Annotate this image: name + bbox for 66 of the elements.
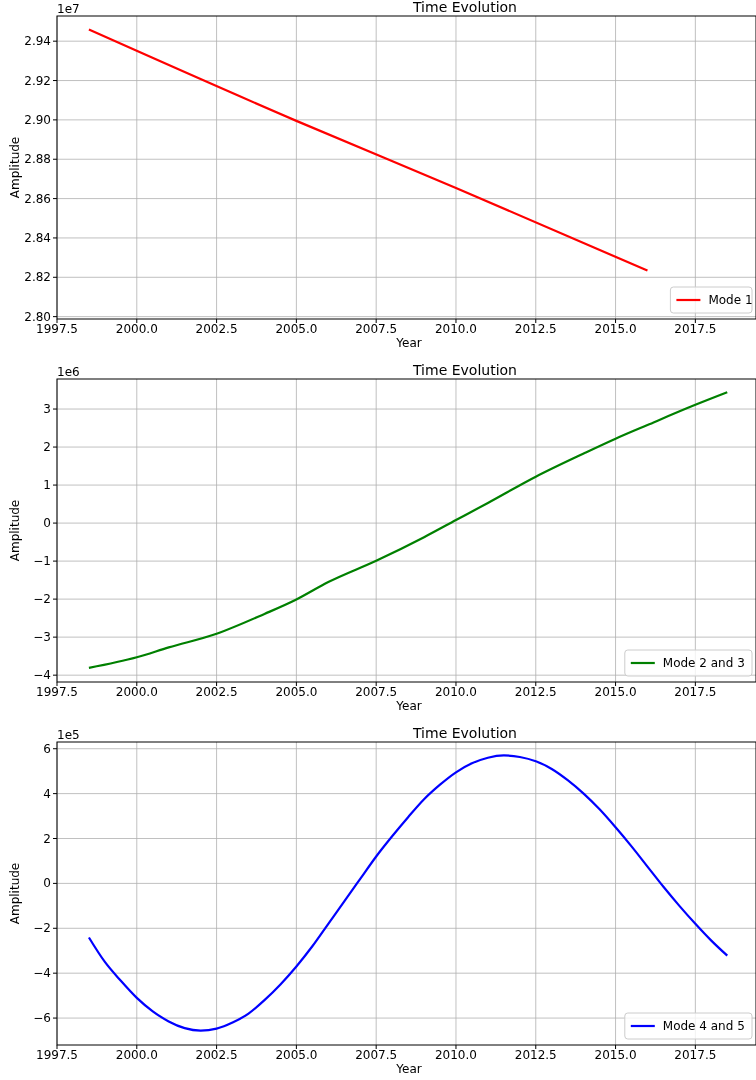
y-tick-label: −4 (33, 668, 51, 683)
y-axis-title: Amplitude (8, 862, 22, 925)
x-tick-label: 2002.5 (195, 685, 238, 699)
y-tick-label: 3 (43, 402, 51, 417)
y-tick-label: 2.88 (24, 152, 51, 167)
y-tick-label: −3 (33, 630, 51, 645)
y-tick-label: 2.90 (24, 112, 51, 127)
y-tick-label: 0 (43, 876, 51, 891)
legend-label: Mode 1 (708, 293, 753, 307)
x-tick-label: 2007.5 (355, 322, 398, 336)
x-tick-label: 2010.0 (434, 1048, 477, 1062)
y-axis-title: Amplitude (8, 499, 22, 562)
y-tick-label: 6 (43, 741, 51, 756)
chart-title: Time Evolution (412, 725, 517, 741)
x-tick-label: 2002.5 (195, 1048, 238, 1062)
x-axis-title: Year (395, 699, 422, 713)
x-tick-label: 2007.5 (355, 685, 398, 699)
chart-title: Time Evolution (412, 362, 517, 378)
x-tick-label: 2005.0 (275, 322, 318, 336)
x-tick-label: 2000.0 (115, 1048, 158, 1062)
x-tick-label: 2005.0 (275, 1048, 318, 1062)
y-tick-label: 2 (43, 440, 51, 455)
x-tick-label: 2010.0 (434, 322, 477, 336)
chart-title: Time Evolution (412, 0, 517, 15)
x-tick-label: 2015.0 (594, 685, 637, 699)
x-tick-label: 1997.5 (36, 322, 78, 336)
y-tick-label: 2.82 (24, 270, 51, 285)
legend-label: Mode 2 and 3 (662, 656, 745, 670)
y-tick-label: −1 (33, 554, 51, 569)
y-tick-label: −2 (33, 592, 51, 607)
x-tick-label: 2010.0 (434, 685, 477, 699)
x-tick-label: 2015.0 (594, 1048, 637, 1062)
x-tick-label: 2012.5 (514, 685, 557, 699)
legend-label: Mode 4 and 5 (662, 1019, 745, 1033)
x-tick-label: 2005.0 (275, 685, 318, 699)
x-tick-label: 2012.5 (514, 322, 557, 336)
x-tick-label: 2017.5 (674, 322, 717, 336)
y-tick-label: −6 (33, 1011, 51, 1026)
annotation: 1e6 (57, 365, 80, 379)
x-axis-title: Year (395, 1062, 422, 1076)
x-tick-label: 2002.5 (195, 322, 238, 336)
y-tick-label: 4 (43, 786, 51, 801)
x-tick-label: 2015.0 (594, 322, 637, 336)
y-tick-label: 2.86 (24, 191, 51, 206)
y-tick-label: 2.84 (24, 230, 51, 245)
y-tick-label: 1 (43, 478, 51, 493)
x-tick-label: 2000.0 (115, 322, 158, 336)
y-tick-label: 2.94 (24, 34, 51, 49)
x-tick-label: 1997.5 (36, 1048, 78, 1062)
x-tick-label: 2000.0 (115, 685, 158, 699)
x-axis-title: Year (395, 336, 422, 350)
y-tick-label: −4 (33, 966, 51, 981)
text: 1e7 (57, 2, 80, 16)
x-tick-label: 2017.5 (674, 685, 717, 699)
y-tick-label: 0 (43, 516, 51, 531)
annotation: 1e5 (57, 728, 80, 742)
x-tick-label: 1997.5 (36, 685, 78, 699)
x-tick-label: 2017.5 (674, 1048, 717, 1062)
y-axis-title: Amplitude (8, 136, 22, 199)
y-tick-label: −2 (33, 921, 51, 936)
x-tick-label: 2012.5 (514, 1048, 557, 1062)
y-tick-label: 2.80 (24, 309, 51, 324)
y-tick-label: 2 (43, 831, 51, 846)
line-series (87, 28, 649, 272)
y-tick-label: 2.92 (24, 73, 51, 88)
x-tick-label: 2007.5 (355, 1048, 398, 1062)
